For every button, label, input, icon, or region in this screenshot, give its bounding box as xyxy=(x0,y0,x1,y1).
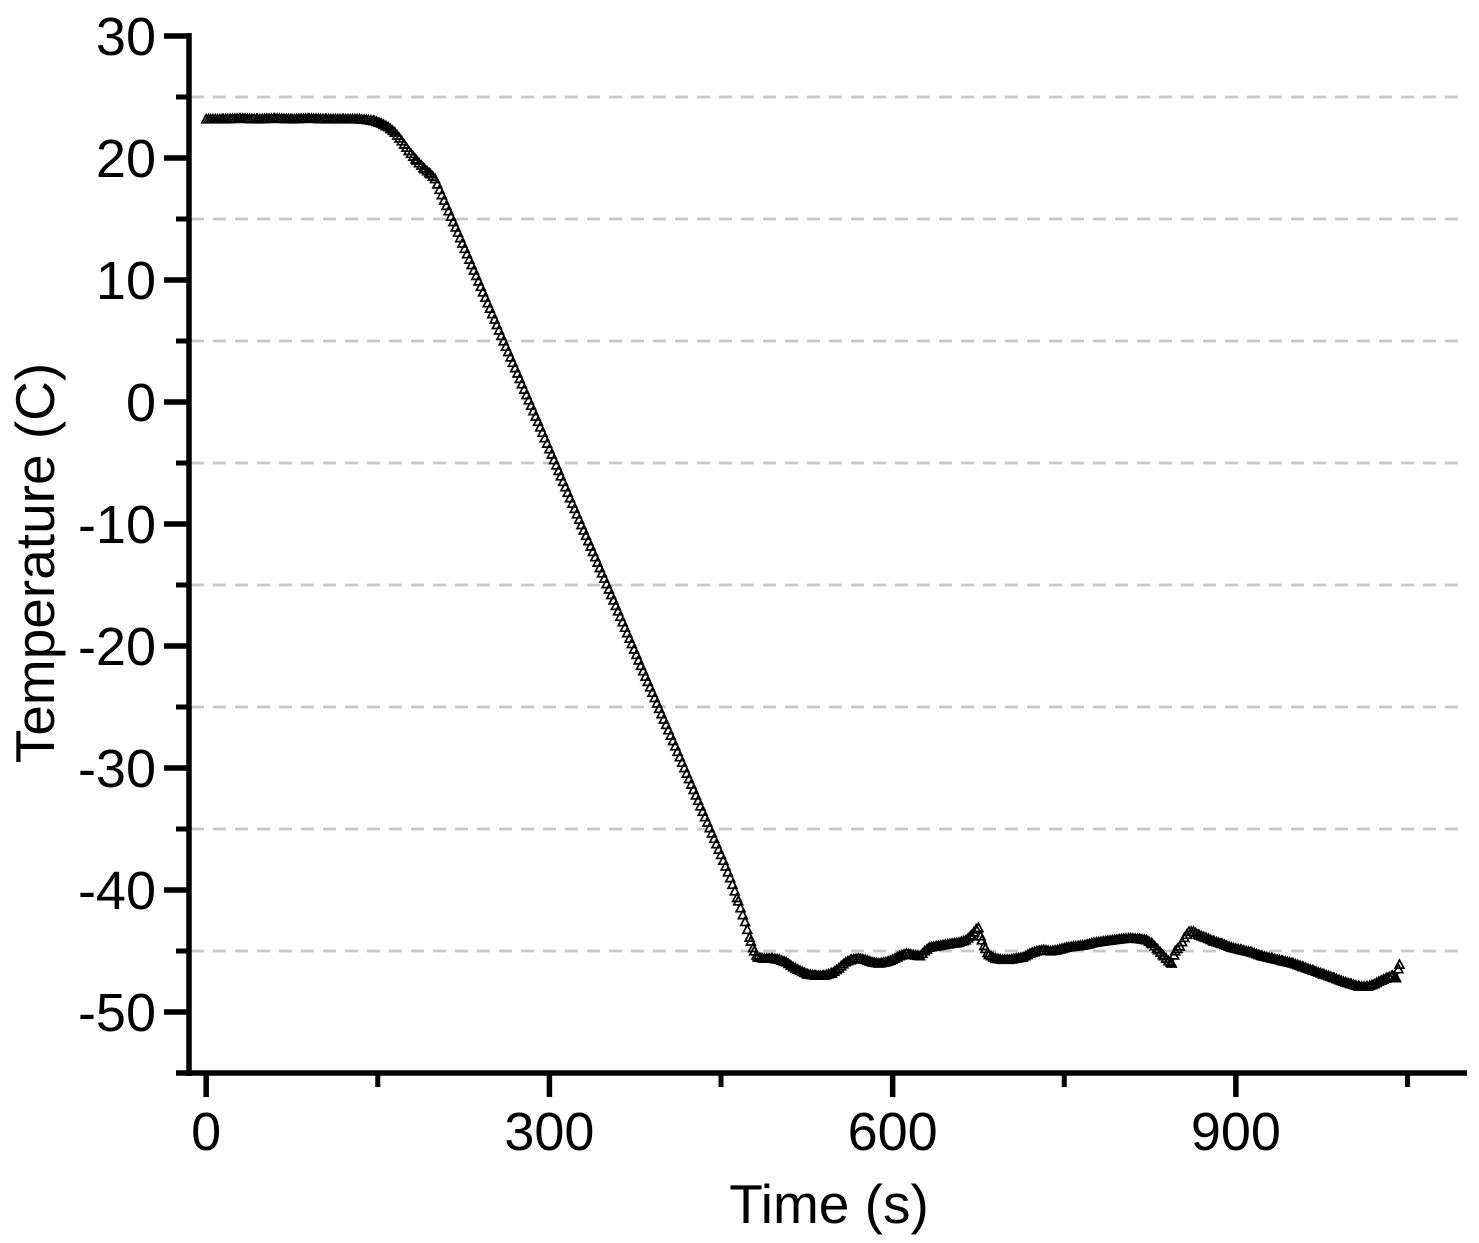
y-tick-label: 0 xyxy=(126,373,156,433)
x-tick-label: 900 xyxy=(1191,1102,1281,1162)
tick-labels: 30 20 10 0 -10 -20 -30 -40 -50 0 300 600 900 xyxy=(78,7,1281,1162)
gridlines xyxy=(191,95,1465,953)
x-tick-label: 600 xyxy=(848,1102,938,1162)
series-line xyxy=(206,117,1401,988)
y-tick-label: -10 xyxy=(78,495,156,555)
y-tick-label: -30 xyxy=(78,739,156,799)
x-tick-label: 300 xyxy=(504,1102,594,1162)
y-tick-label: -20 xyxy=(78,617,156,677)
y-axis-title: Temperature (C) xyxy=(4,363,66,763)
y-tick-label: 30 xyxy=(96,7,156,67)
y-tick-label: -50 xyxy=(78,983,156,1043)
x-tick-label: 0 xyxy=(191,1102,221,1162)
axes xyxy=(176,33,1467,1076)
y-tick-label: 20 xyxy=(96,129,156,189)
x-axis-title: Time (s) xyxy=(729,1173,929,1235)
y-tick-label: -40 xyxy=(78,861,156,921)
series-markers xyxy=(200,112,1406,992)
axis-ticks xyxy=(164,33,1411,1097)
data-series xyxy=(200,112,1406,992)
y-tick-label: 10 xyxy=(96,251,156,311)
